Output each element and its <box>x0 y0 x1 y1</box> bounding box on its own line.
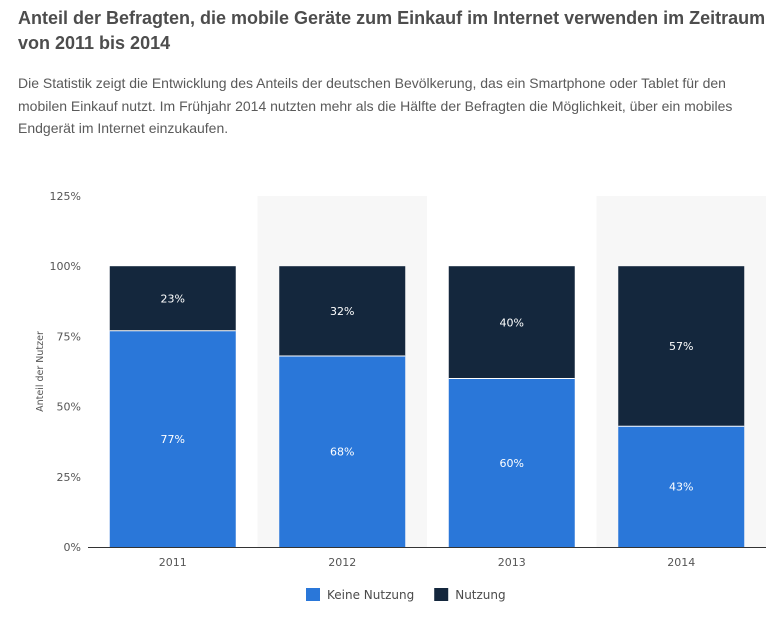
data-label: 77% <box>161 433 185 446</box>
x-tick-label: 2014 <box>667 556 695 569</box>
bar-segment <box>109 330 236 547</box>
y-tick-label: 50% <box>57 401 81 414</box>
data-label: 68% <box>330 446 354 459</box>
y-tick-label: 0% <box>64 541 81 554</box>
chart-description: Die Statistik zeigt die Entwicklung des … <box>18 75 733 136</box>
x-tick-label: 2011 <box>159 556 187 569</box>
stacked-bar-chart: 0% 25% 50% 75% 100% 125% Anteil der Nutzer 77% 2… <box>35 190 766 602</box>
data-label: 60% <box>500 457 524 470</box>
chart-header: Anteil der Befragten, die mobile Geräte … <box>18 6 768 140</box>
bar-segment <box>279 356 406 547</box>
y-tick-label: 25% <box>57 471 81 484</box>
data-label: 32% <box>330 305 354 318</box>
x-tick-label: 2013 <box>498 556 526 569</box>
bar-segment <box>448 266 575 379</box>
bar-segment <box>448 378 575 547</box>
bar-segment <box>109 266 236 331</box>
y-tick-label: 75% <box>57 330 81 343</box>
x-tick-label: 2012 <box>328 556 356 569</box>
bar-segment <box>618 266 745 427</box>
bar-segment <box>279 266 406 357</box>
data-label: 57% <box>669 340 693 353</box>
chart-title: Anteil der Befragten, die mobile Geräte … <box>18 8 766 53</box>
legend-label: Nutzung <box>455 588 505 602</box>
y-axis-title: Anteil der Nutzer <box>35 331 46 412</box>
legend-swatch <box>306 588 320 601</box>
data-label: 40% <box>500 316 524 329</box>
legend-label: Keine Nutzung <box>327 588 414 602</box>
y-tick-label: 125% <box>50 190 81 203</box>
data-label: 43% <box>669 481 693 494</box>
legend-swatch <box>434 588 449 601</box>
y-tick-label: 100% <box>50 260 81 273</box>
bar-segment <box>618 426 745 547</box>
data-label: 23% <box>161 292 185 305</box>
